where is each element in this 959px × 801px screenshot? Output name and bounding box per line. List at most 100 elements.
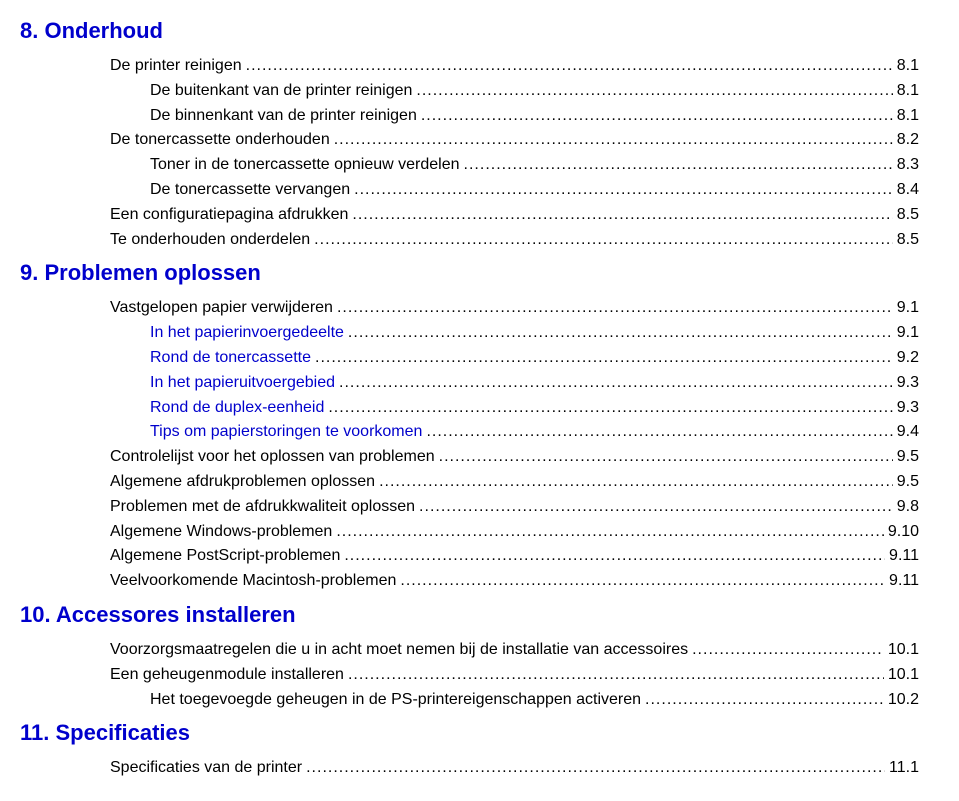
toc-leader-dots (379, 470, 893, 495)
toc-entry-label: Toner in de tonercassette opnieuw verdel… (150, 153, 460, 178)
toc-entry-page: 9.1 (897, 321, 919, 346)
toc-entry[interactable]: Tips om papierstoringen te voorkomen 9.4 (20, 420, 919, 445)
toc-leader-dots (315, 346, 893, 371)
section-title: 8. Onderhoud (20, 18, 919, 44)
toc-entry-page: 9.11 (889, 544, 919, 569)
toc-entry[interactable]: Specificaties van de printer 11.1 (20, 756, 919, 781)
toc-entry-label: Algemene afdrukproblemen oplossen (110, 470, 375, 495)
toc-leader-dots (339, 371, 893, 396)
toc-entry-label: Voorzorgsmaatregelen die u in acht moet … (110, 638, 688, 663)
toc-entry[interactable]: In het papieruitvoergebied 9.3 (20, 371, 919, 396)
toc-entry[interactable]: Een configuratiepagina afdrukken8.5 (20, 203, 919, 228)
toc-entry-label: In het papierinvoergedeelte (150, 321, 344, 346)
section-title: 11. Specificaties (20, 720, 919, 746)
toc-entry-page: 8.3 (897, 153, 919, 178)
toc-entry[interactable]: De tonercassette onderhouden 8.2 (20, 128, 919, 153)
toc-leader-dots (421, 104, 893, 129)
toc-entry-label: Veelvoorkomende Macintosh-problemen (110, 569, 396, 594)
toc-entry[interactable]: Controlelijst voor het oplossen van prob… (20, 445, 919, 470)
toc-page: 8. OnderhoudDe printer reinigen8.1De bui… (0, 0, 959, 801)
toc-entry-label: Algemene Windows-problemen (110, 520, 332, 545)
toc-entry-label: Een geheugenmodule installeren (110, 663, 344, 688)
toc-entry[interactable]: Algemene Windows-problemen 9.10 (20, 520, 919, 545)
toc-entry[interactable]: De printer reinigen 8.1 (20, 54, 919, 79)
toc-leader-dots (645, 688, 884, 713)
toc-entry-label: Rond de duplex-eenheid (150, 396, 324, 421)
toc-entry-label: Tips om papierstoringen te voorkomen (150, 420, 422, 445)
toc-leader-dots (692, 638, 884, 663)
toc-entry-label: De printer reinigen (110, 54, 242, 79)
toc-entry[interactable]: De buitenkant van de printer reinigen 8.1 (20, 79, 919, 104)
toc-entry-page: 9.4 (897, 420, 919, 445)
toc-entry[interactable]: Toner in de tonercassette opnieuw verdel… (20, 153, 919, 178)
toc-entry-page: 8.1 (897, 79, 919, 104)
toc-leader-dots (400, 569, 885, 594)
toc-entry-page: 8.4 (897, 178, 919, 203)
toc-entry-page: 10.1 (888, 638, 919, 663)
toc-entry-page: 10.1 (888, 663, 919, 688)
toc-entry-page: 8.1 (897, 104, 919, 129)
toc-entry[interactable]: Een geheugenmodule installeren 10.1 (20, 663, 919, 688)
toc-entry-page: 8.5 (897, 228, 919, 253)
toc-entry-label: Specificaties van de printer (110, 756, 302, 781)
toc-entry[interactable]: Rond de duplex-eenheid 9.3 (20, 396, 919, 421)
toc-entry-page: 9.5 (897, 445, 919, 470)
toc-entry-page: 8.2 (897, 128, 919, 153)
toc-leader-dots (352, 203, 892, 228)
toc-leader-dots (306, 756, 885, 781)
toc-entry-page: 9.11 (889, 569, 919, 594)
toc-entry[interactable]: Veelvoorkomende Macintosh-problemen 9.11 (20, 569, 919, 594)
toc-entry-page: 11.1 (889, 756, 919, 781)
toc-entry-page: 8.5 (897, 203, 919, 228)
toc-leader-dots (416, 79, 892, 104)
toc-entry-page: 10.2 (888, 688, 919, 713)
toc-entry-page: 9.2 (897, 346, 919, 371)
toc-entry[interactable]: Voorzorgsmaatregelen die u in acht moet … (20, 638, 919, 663)
toc-entry[interactable]: Algemene PostScript-problemen 9.11 (20, 544, 919, 569)
toc-entry-page: 9.3 (897, 371, 919, 396)
toc-entry-label: Het toegevoegde geheugen in de PS-printe… (150, 688, 641, 713)
toc-leader-dots (314, 228, 893, 253)
toc-entry[interactable]: Te onderhouden onderdelen 8.5 (20, 228, 919, 253)
toc-entry-label: In het papieruitvoergebied (150, 371, 335, 396)
toc-entry-page: 9.1 (897, 296, 919, 321)
toc-leader-dots (334, 128, 893, 153)
toc-leader-dots (354, 178, 893, 203)
toc-entry[interactable]: De binnenkant van de printer reinigen 8.1 (20, 104, 919, 129)
section-title: 10. Accessores installeren (20, 602, 919, 628)
toc-leader-dots (419, 495, 893, 520)
toc-entry[interactable]: Het toegevoegde geheugen in de PS-printe… (20, 688, 919, 713)
toc-entry[interactable]: De tonercassette vervangen 8.4 (20, 178, 919, 203)
toc-entry[interactable]: In het papierinvoergedeelte 9.1 (20, 321, 919, 346)
toc-entry-page: 9.5 (897, 470, 919, 495)
toc-leader-dots (464, 153, 893, 178)
toc-entry-label: De tonercassette onderhouden (110, 128, 330, 153)
toc-entry-label: Controlelijst voor het oplossen van prob… (110, 445, 435, 470)
toc-leader-dots (348, 321, 893, 346)
toc-entry[interactable]: Rond de tonercassette 9.2 (20, 346, 919, 371)
toc-entry-label: Te onderhouden onderdelen (110, 228, 310, 253)
toc-entry-label: Vastgelopen papier verwijderen (110, 296, 333, 321)
toc-entry[interactable]: Problemen met de afdrukkwaliteit oplosse… (20, 495, 919, 520)
toc-leader-dots (426, 420, 892, 445)
toc-leader-dots (348, 663, 884, 688)
toc-entry-page: 9.10 (888, 520, 919, 545)
toc-entry-label: Problemen met de afdrukkwaliteit oplosse… (110, 495, 415, 520)
toc-leader-dots (344, 544, 885, 569)
section-title: 9. Problemen oplossen (20, 260, 919, 286)
toc-entry-label: Algemene PostScript-problemen (110, 544, 340, 569)
toc-leader-dots (328, 396, 892, 421)
toc-entry-label: De buitenkant van de printer reinigen (150, 79, 412, 104)
toc-entry-page: 9.3 (897, 396, 919, 421)
toc-leader-dots (246, 54, 893, 79)
toc-entry-label: Rond de tonercassette (150, 346, 311, 371)
toc-entry-page: 8.1 (897, 54, 919, 79)
toc-leader-dots (439, 445, 893, 470)
toc-entry[interactable]: Vastgelopen papier verwijderen 9.1 (20, 296, 919, 321)
toc-leader-dots (337, 296, 893, 321)
toc-entry-label: De tonercassette vervangen (150, 178, 350, 203)
toc-entry[interactable]: Algemene afdrukproblemen oplossen 9.5 (20, 470, 919, 495)
toc-leader-dots (336, 520, 884, 545)
toc-entry-page: 9.8 (897, 495, 919, 520)
toc-entry-label: De binnenkant van de printer reinigen (150, 104, 417, 129)
